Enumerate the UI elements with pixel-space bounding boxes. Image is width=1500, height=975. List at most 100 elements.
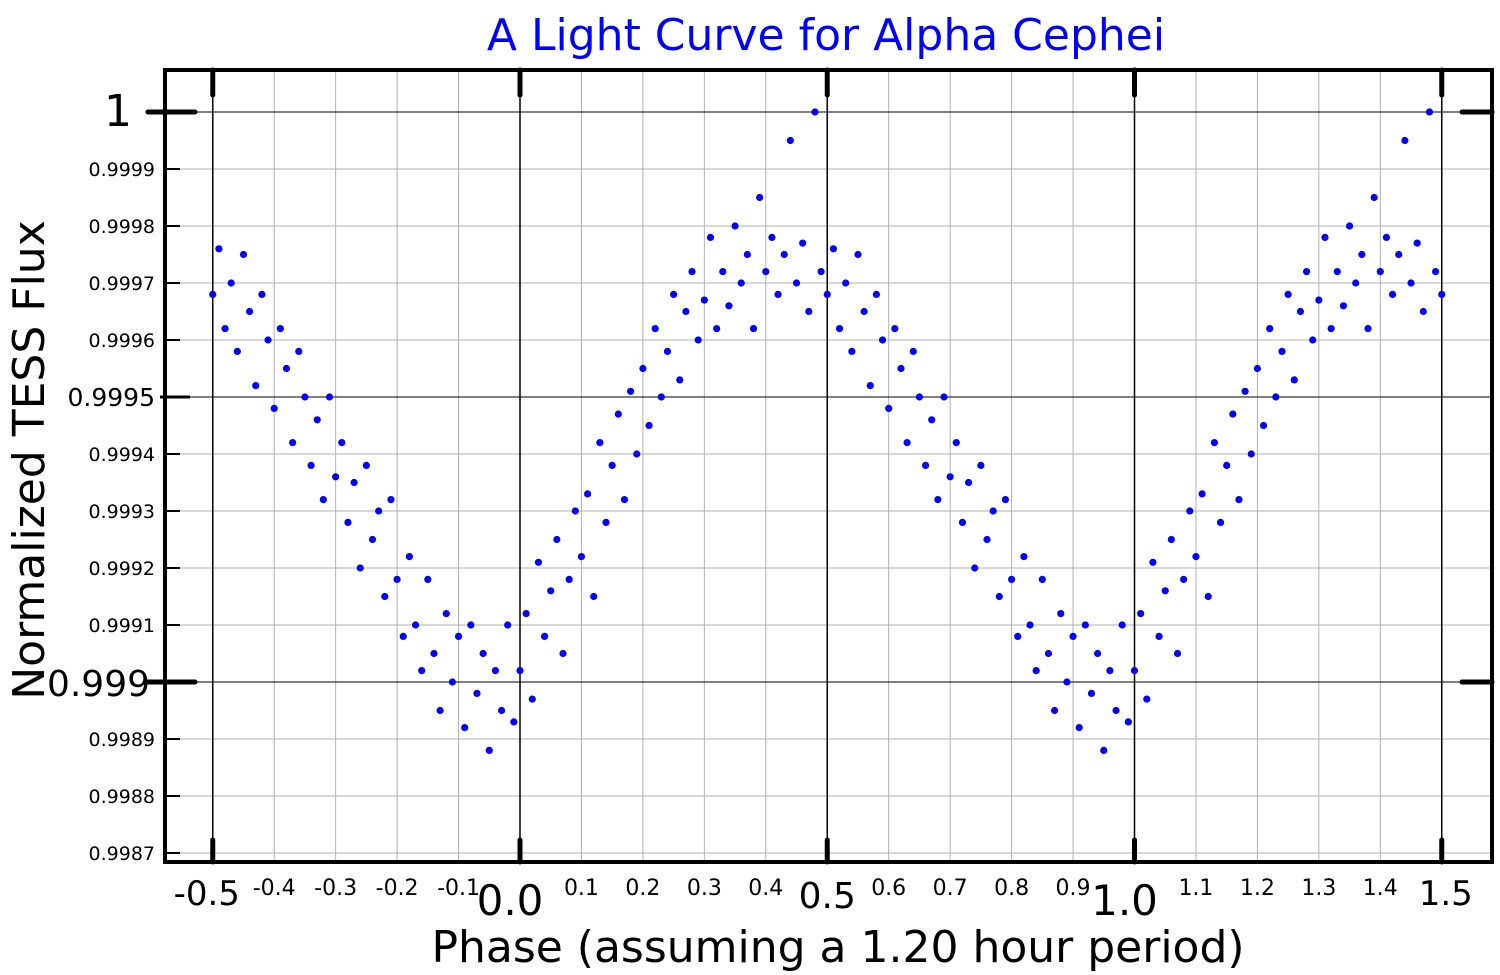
data-point: [799, 239, 807, 247]
data-point: [731, 222, 739, 230]
x-tick-label: 0.3: [687, 876, 722, 901]
data-point: [1253, 364, 1261, 373]
x-tick-label: -0.3: [314, 876, 357, 901]
data-point: [792, 279, 801, 287]
data-point: [885, 404, 893, 412]
data-point: [1112, 706, 1120, 715]
data-point: [749, 325, 758, 333]
data-point: [1198, 490, 1206, 498]
data-point: [1321, 233, 1329, 241]
data-point: [264, 336, 272, 344]
data-point: [835, 325, 844, 333]
data-point: [725, 302, 733, 310]
data-point: [829, 245, 837, 253]
data-point: [1333, 268, 1341, 276]
data-point: [307, 461, 315, 469]
data-point: [688, 268, 696, 276]
data-point: [1247, 450, 1255, 458]
data-point: [362, 461, 370, 469]
data-point: [1051, 706, 1059, 715]
data-point: [577, 553, 586, 561]
x-tick-label: -0.1: [437, 876, 480, 901]
data-point: [454, 632, 463, 641]
data-point: [209, 290, 217, 298]
data-point: [1044, 649, 1053, 658]
data-point: [872, 290, 881, 298]
data-point: [516, 667, 524, 675]
data-point: [743, 250, 751, 259]
y-tick-label: 0.9998: [89, 216, 155, 238]
data-point: [1038, 575, 1046, 584]
data-point: [295, 347, 303, 355]
data-point: [553, 535, 561, 544]
data-point: [1315, 296, 1323, 304]
data-point: [1186, 507, 1194, 515]
y-axis-label: Normalized TESS Flux: [4, 220, 55, 700]
y-tick-label: 0.9992: [89, 558, 155, 580]
data-point: [1173, 649, 1182, 658]
data-point: [522, 610, 530, 618]
data-point: [670, 290, 678, 298]
data-point: [1358, 250, 1366, 259]
data-point: [964, 478, 973, 487]
data-point: [1081, 621, 1089, 629]
data-point: [786, 136, 794, 145]
y-tick-label: 1: [104, 86, 132, 137]
data-point: [1204, 592, 1212, 601]
data-point: [1425, 108, 1434, 116]
data-point: [1118, 621, 1126, 629]
grid: [165, 70, 1492, 862]
x-tick-label: 1.1: [1178, 876, 1213, 901]
data-point: [491, 667, 500, 675]
data-point: [1345, 222, 1354, 230]
data-point: [1008, 575, 1016, 584]
x-tick-label: 0.0: [477, 876, 544, 925]
data-point: [233, 347, 241, 355]
data-point: [430, 649, 438, 658]
data-point: [252, 382, 260, 390]
data-point: [737, 279, 745, 287]
data-point: [368, 535, 377, 544]
data-point: [381, 592, 389, 601]
data-point: [706, 233, 715, 241]
data-point: [313, 416, 321, 424]
data-point: [1352, 279, 1360, 287]
data-point: [1309, 336, 1317, 344]
x-tick-label: 1.5: [1419, 874, 1473, 914]
data-point: [547, 587, 555, 595]
data-point: [1026, 621, 1034, 629]
data-point: [1339, 302, 1348, 310]
data-point: [1106, 667, 1114, 675]
data-point: [1364, 325, 1372, 333]
ticks: -0.4 -0.3 -0.2 -0.1 0.1 0.2 0.3 0.4 0.6 0.7 0.8 0.9…: [47, 67, 1495, 925]
data-point: [713, 325, 721, 333]
data-point: [350, 478, 358, 487]
y-tick-label: 0.9996: [89, 330, 155, 352]
data-point: [940, 393, 948, 401]
y-tick-label: 0.9988: [89, 786, 155, 808]
data-point: [479, 649, 487, 658]
y-tick-label: 0.9987: [89, 843, 155, 865]
data-point: [1032, 667, 1040, 675]
data-point: [596, 439, 604, 447]
data-point: [1370, 193, 1378, 202]
y-tick-label: 0.9997: [89, 273, 155, 295]
y-tick-label: 0.9999: [89, 159, 155, 181]
data-point: [639, 364, 647, 373]
data-point: [442, 610, 450, 618]
data-point: [1259, 421, 1268, 430]
data-point: [817, 268, 825, 276]
data-point: [989, 507, 997, 515]
x-tick-label: -0.4: [253, 876, 296, 901]
data-point: [1124, 718, 1132, 726]
data-point: [270, 404, 278, 412]
data-points: [209, 108, 1446, 755]
data-point: [952, 439, 960, 447]
data-point: [276, 325, 284, 333]
data-point: [811, 108, 819, 116]
data-point: [375, 507, 383, 515]
data-point: [1401, 136, 1409, 145]
x-tick-label: 0.2: [625, 876, 660, 901]
data-point: [344, 518, 352, 527]
data-point: [1167, 535, 1175, 544]
